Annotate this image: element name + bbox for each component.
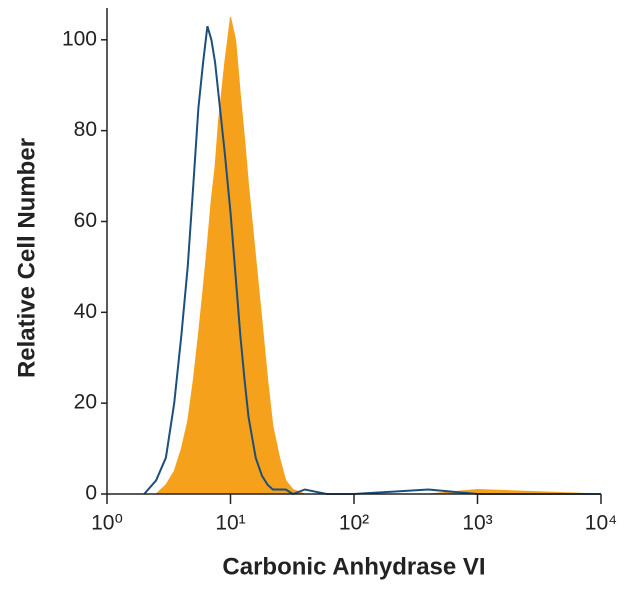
y-tick-label: 20 [74, 391, 97, 414]
y-tick-label: 60 [74, 209, 97, 232]
x-tick-label: 10⁰ [91, 512, 123, 535]
y-tick-label: 100 [62, 27, 97, 50]
x-tick-label: 10² [339, 512, 369, 535]
y-tick-label: 0 [85, 482, 97, 505]
histogram-outline [143, 25, 601, 496]
y-tick-label: 80 [74, 118, 97, 141]
x-tick-label: 10³ [462, 512, 492, 535]
y-axis-title: Relative Cell Number [13, 138, 40, 378]
x-tick-label: 10¹ [215, 512, 245, 535]
y-tick-label: 40 [74, 300, 97, 323]
x-axis-title: Carbonic Anhydrase VI [222, 553, 485, 580]
histogram-area [144, 16, 602, 495]
x-tick-label: 10⁴ [585, 512, 617, 535]
